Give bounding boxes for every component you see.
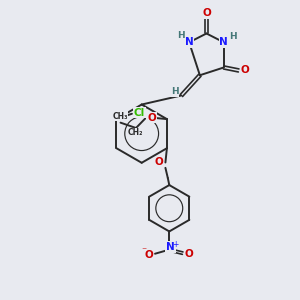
Text: CH₃: CH₃	[112, 112, 128, 121]
Text: N: N	[219, 37, 228, 47]
Text: O: O	[154, 158, 163, 167]
Text: O: O	[145, 250, 153, 260]
Text: O: O	[241, 65, 250, 75]
Text: N: N	[185, 37, 194, 47]
Text: CH₂: CH₂	[128, 128, 143, 137]
Text: N: N	[166, 242, 175, 252]
Text: Cl: Cl	[134, 108, 145, 118]
Text: O: O	[202, 8, 211, 18]
Text: ⁻: ⁻	[141, 246, 146, 256]
Text: O: O	[185, 249, 194, 259]
Text: +: +	[172, 240, 179, 249]
Text: H: H	[171, 87, 179, 96]
Text: H: H	[229, 32, 236, 41]
Text: O: O	[147, 112, 156, 123]
Text: H: H	[177, 31, 184, 40]
